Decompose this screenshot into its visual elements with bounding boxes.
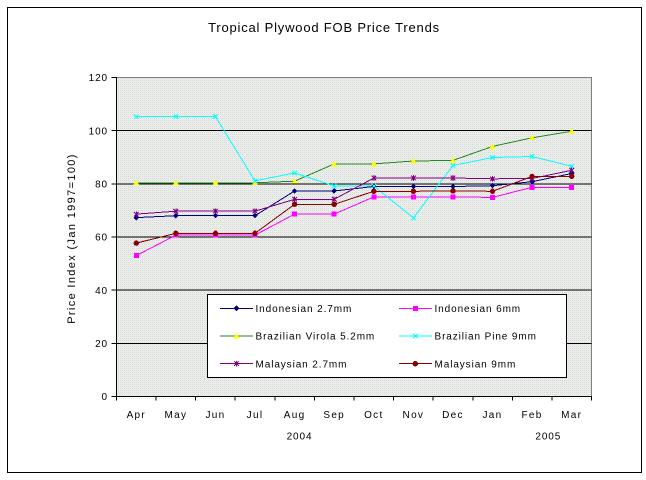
- svg-text:Oct: Oct: [364, 410, 383, 421]
- svg-text:Price Index (Jan 1997=100): Price Index (Jan 1997=100): [66, 153, 78, 324]
- svg-text:Dec: Dec: [442, 410, 464, 421]
- svg-text:Aug: Aug: [284, 410, 306, 421]
- svg-text:Malaysian 9mm: Malaysian 9mm: [435, 359, 517, 370]
- svg-text:40: 40: [95, 286, 108, 297]
- svg-text:Indonesian 2.7mm: Indonesian 2.7mm: [256, 304, 353, 315]
- svg-text:20: 20: [95, 339, 108, 350]
- svg-text:Brazilian Virola 5.2mm: Brazilian Virola 5.2mm: [256, 332, 376, 343]
- svg-text:2004: 2004: [287, 432, 313, 443]
- svg-text:Malaysian 2.7mm: Malaysian 2.7mm: [256, 359, 348, 370]
- svg-text:Tropical Plywood FOB Price Tre: Tropical Plywood FOB Price Trends: [208, 20, 440, 35]
- svg-text:May: May: [165, 410, 188, 421]
- svg-text:60: 60: [95, 233, 108, 244]
- svg-text:Nov: Nov: [403, 410, 425, 421]
- svg-text:Jan: Jan: [482, 410, 502, 421]
- svg-text:Jun: Jun: [205, 410, 225, 421]
- svg-text:Mar: Mar: [561, 410, 582, 421]
- svg-text:Feb: Feb: [522, 410, 543, 421]
- svg-text:Indonesian 6mm: Indonesian 6mm: [435, 304, 522, 315]
- svg-text:Apr: Apr: [127, 410, 146, 421]
- svg-text:Sep: Sep: [323, 410, 345, 421]
- svg-text:2005: 2005: [535, 432, 561, 443]
- svg-text:Jul: Jul: [247, 410, 264, 421]
- svg-text:0: 0: [102, 392, 108, 403]
- svg-text:100: 100: [89, 126, 108, 137]
- svg-text:80: 80: [95, 179, 108, 190]
- svg-text:Brazilian Pine 9mm: Brazilian Pine 9mm: [435, 332, 537, 343]
- svg-text:120: 120: [89, 73, 108, 84]
